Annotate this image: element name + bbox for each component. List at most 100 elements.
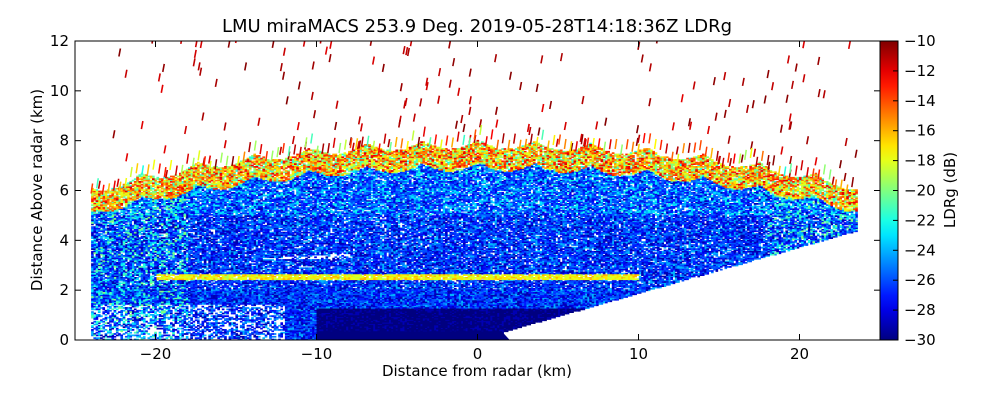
cloud-top-echo bbox=[225, 155, 229, 166]
cloud-top-echo bbox=[760, 150, 764, 162]
scatter-echo bbox=[528, 126, 532, 136]
cloud-top-echo bbox=[558, 134, 562, 145]
scatter-echo bbox=[201, 112, 205, 121]
cloud-top-echo bbox=[806, 167, 809, 178]
scatter-echo bbox=[785, 94, 789, 103]
scatter-echo bbox=[328, 53, 332, 63]
cloud-top-echo bbox=[591, 137, 595, 149]
scatter-echo bbox=[112, 130, 116, 139]
cloud-top-echo bbox=[281, 143, 285, 154]
scatter-echo bbox=[311, 61, 315, 70]
cloud-top-echo bbox=[569, 141, 573, 152]
cloud-top-echo bbox=[597, 138, 601, 149]
y-axis: 0 2 4 6 8 10 12 bbox=[50, 32, 880, 349]
cloud-top-echo bbox=[293, 144, 297, 155]
scatter-echo bbox=[279, 63, 283, 72]
scatter-echo bbox=[208, 155, 212, 164]
scatter-echo bbox=[164, 169, 169, 179]
colorbar-tick-label: −22 bbox=[904, 211, 936, 229]
cloud-top-echo bbox=[524, 138, 528, 149]
colorbar-tick-label: −14 bbox=[904, 92, 936, 110]
scatter-echo bbox=[334, 121, 338, 131]
scatter-echo bbox=[727, 135, 731, 144]
cloud-top-echo bbox=[608, 139, 612, 150]
colorbar-tick-label: −30 bbox=[904, 331, 936, 349]
x-tick-label: 10 bbox=[629, 345, 648, 363]
cloud-top-echo bbox=[186, 153, 190, 164]
scatter-echo bbox=[582, 137, 587, 147]
scatter-echo bbox=[780, 146, 784, 155]
scatter-echo bbox=[387, 138, 391, 148]
scatter-echo bbox=[847, 41, 852, 50]
scatter-echo bbox=[790, 80, 795, 90]
cloud-top-echo bbox=[197, 150, 201, 161]
cloud-top-echo bbox=[265, 151, 269, 162]
cloud-top-echo bbox=[180, 164, 184, 176]
x-tick-label: −10 bbox=[301, 345, 333, 363]
scatter-echo bbox=[751, 100, 755, 109]
scatter-echo bbox=[462, 123, 466, 133]
scatter-echo bbox=[559, 52, 563, 62]
cloud-top-echo bbox=[670, 151, 674, 162]
cloud-top-echo bbox=[152, 159, 156, 170]
scatter-echo bbox=[519, 81, 523, 91]
cloud-top-echo bbox=[586, 137, 590, 148]
cloud-top-echo bbox=[546, 140, 550, 151]
scatter-echo bbox=[223, 122, 227, 131]
echo-bin bbox=[91, 141, 858, 212]
cloud-top-echo bbox=[744, 149, 748, 160]
cloud-top-echo bbox=[315, 145, 319, 156]
scatter-echo bbox=[794, 63, 798, 72]
cloud-top-echo bbox=[135, 163, 139, 174]
cloud-top-echo bbox=[783, 166, 787, 177]
scatter-echo bbox=[116, 178, 120, 187]
scatter-echo bbox=[579, 133, 583, 143]
scatter-echo bbox=[692, 81, 696, 90]
scatter-echo bbox=[448, 41, 452, 49]
cloud-top-echo bbox=[248, 142, 252, 153]
scatter-echo bbox=[831, 176, 835, 185]
scatter-echo bbox=[604, 117, 608, 126]
radar-field bbox=[90, 41, 858, 340]
echo-bin bbox=[91, 163, 858, 340]
cloud-top-echo bbox=[270, 150, 274, 161]
cloud-top-echo bbox=[789, 163, 793, 174]
cloud-top-echo bbox=[738, 153, 742, 164]
colorbar-tick-label: −28 bbox=[904, 301, 936, 319]
scatter-echo bbox=[163, 145, 167, 154]
cloud-top-echo bbox=[157, 163, 161, 174]
scatter-echo bbox=[495, 119, 499, 128]
cloud-top-echo bbox=[834, 179, 838, 190]
cloud-top-echo bbox=[794, 165, 798, 176]
scatter-echo bbox=[140, 120, 144, 130]
cloud-top-echo bbox=[428, 137, 432, 148]
cloud-top-echo bbox=[417, 136, 421, 148]
y-tick-label: 0 bbox=[59, 331, 69, 349]
cloud-top-echo bbox=[698, 140, 702, 151]
y-tick-label: 4 bbox=[59, 231, 69, 249]
scatter-echo bbox=[728, 98, 732, 108]
chart-title: LMU miraMACS 253.9 Deg. 2019-05-28T14:18… bbox=[222, 16, 732, 37]
scatter-echo bbox=[753, 148, 757, 157]
scatter-echo bbox=[257, 117, 261, 126]
scatter-echo bbox=[728, 157, 733, 167]
cloud-top-echo bbox=[642, 133, 646, 144]
scatter-echo bbox=[494, 54, 498, 63]
cloud-top-echo bbox=[327, 142, 331, 154]
cloud-top-echo bbox=[95, 178, 99, 189]
cloud-top-echo bbox=[518, 139, 522, 150]
cloud-top-echo bbox=[580, 134, 584, 145]
cloud-top-echo bbox=[676, 153, 680, 164]
cloud-top-echo bbox=[552, 134, 556, 146]
cloud-top-echo bbox=[332, 137, 336, 148]
scatter-echo bbox=[540, 55, 544, 64]
scatter-echo bbox=[425, 77, 429, 86]
scatter-echo bbox=[419, 98, 423, 107]
cloud-top-echo bbox=[321, 143, 325, 154]
scatter-echo bbox=[358, 140, 362, 149]
x-tick-label: 0 bbox=[473, 345, 483, 363]
scatter-echo bbox=[454, 120, 458, 129]
plot-area bbox=[74, 40, 881, 341]
